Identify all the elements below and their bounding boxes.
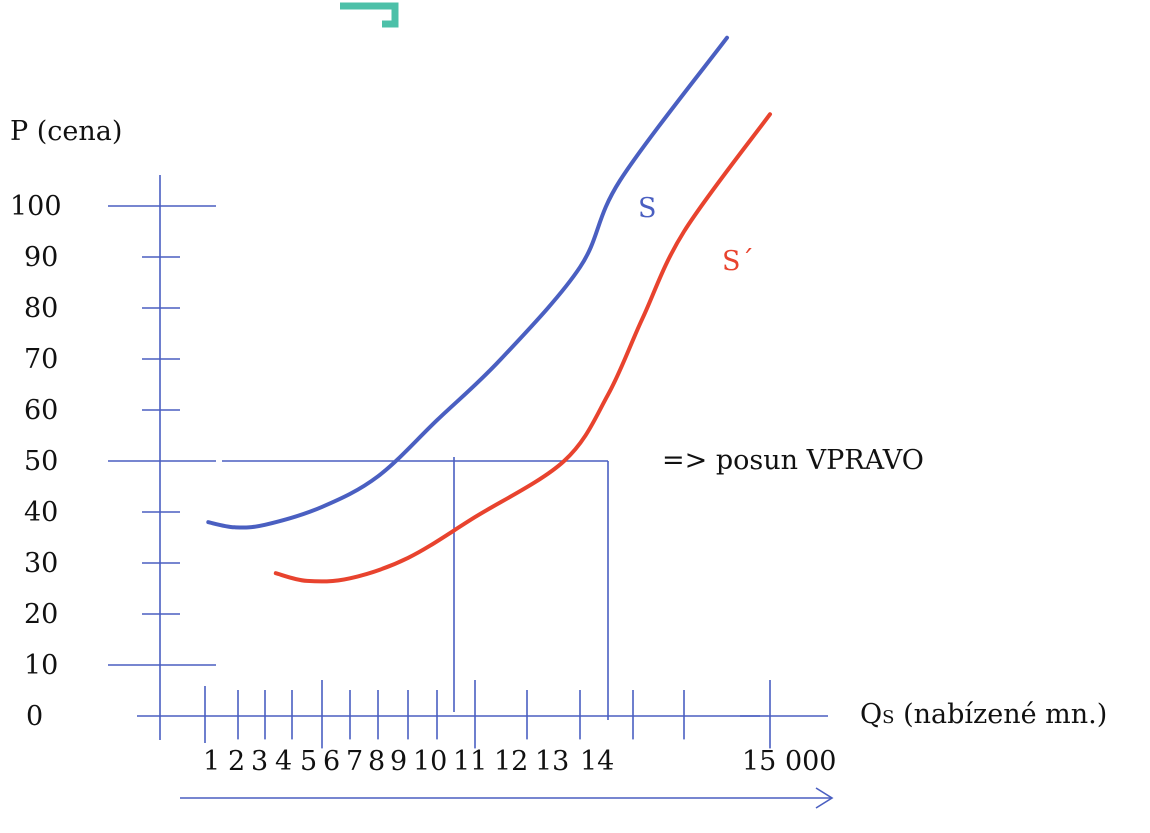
x-tick-label: 15 000	[742, 746, 836, 777]
supply-curves: S S´	[208, 38, 770, 582]
x-tick-label: 13	[535, 746, 569, 777]
x-tick-label: 3	[251, 746, 268, 777]
y-tick-label: 20	[24, 599, 58, 630]
x-axis-title-sub: S	[882, 707, 894, 728]
y-tick-label: 80	[24, 293, 58, 324]
y-tick-label: 30	[24, 548, 58, 579]
supply-curve-line	[208, 38, 727, 528]
x-tick-label: 2	[228, 746, 245, 777]
series-label: S	[638, 193, 657, 224]
y-tick-label: 40	[24, 497, 58, 528]
reference-lines	[222, 457, 608, 720]
top-decoration	[340, 6, 395, 24]
x-tick-label: 11	[453, 746, 487, 777]
x-tick-label: 4	[275, 746, 292, 777]
x-tick-label: 1	[203, 746, 220, 777]
x-axis-title-q: Q	[860, 699, 882, 730]
y-tick-label: 50	[24, 446, 58, 477]
x-tick-label: 14	[580, 746, 614, 777]
y-tick-label: 100	[10, 191, 62, 222]
y-axis-ticks: 0 10 20 30 40 50 60 70 80 90 100	[10, 191, 216, 732]
x-axis-title-rest: (nabízené mn.)	[894, 699, 1107, 730]
x-tick-label: 7	[346, 746, 363, 777]
y-tick-label: 70	[24, 344, 58, 375]
y-tick-label: 10	[24, 650, 58, 681]
series-label: S´	[722, 246, 754, 277]
x-tick-label: 6	[323, 746, 340, 777]
y-tick-label: 0	[26, 701, 43, 732]
y-tick-label: 90	[24, 242, 58, 273]
x-tick-label: 9	[390, 746, 407, 777]
shift-annotation: => posun VPRAVO	[662, 445, 924, 476]
x-axis-title: QS (nabízené mn.)	[860, 699, 1107, 730]
y-axis-title: P (cena)	[10, 116, 122, 147]
x-tick-label: 5	[300, 746, 317, 777]
y-tick-label: 60	[24, 395, 58, 426]
supply-curve-line	[276, 114, 770, 581]
x-axis-ticks: 1 2 3 4 5 6 7 8 9 10 11 12 13 14 15 000	[203, 680, 836, 777]
x-tick-label: 10	[413, 746, 447, 777]
x-tick-label: 8	[368, 746, 385, 777]
x-tick-label: 12	[494, 746, 528, 777]
